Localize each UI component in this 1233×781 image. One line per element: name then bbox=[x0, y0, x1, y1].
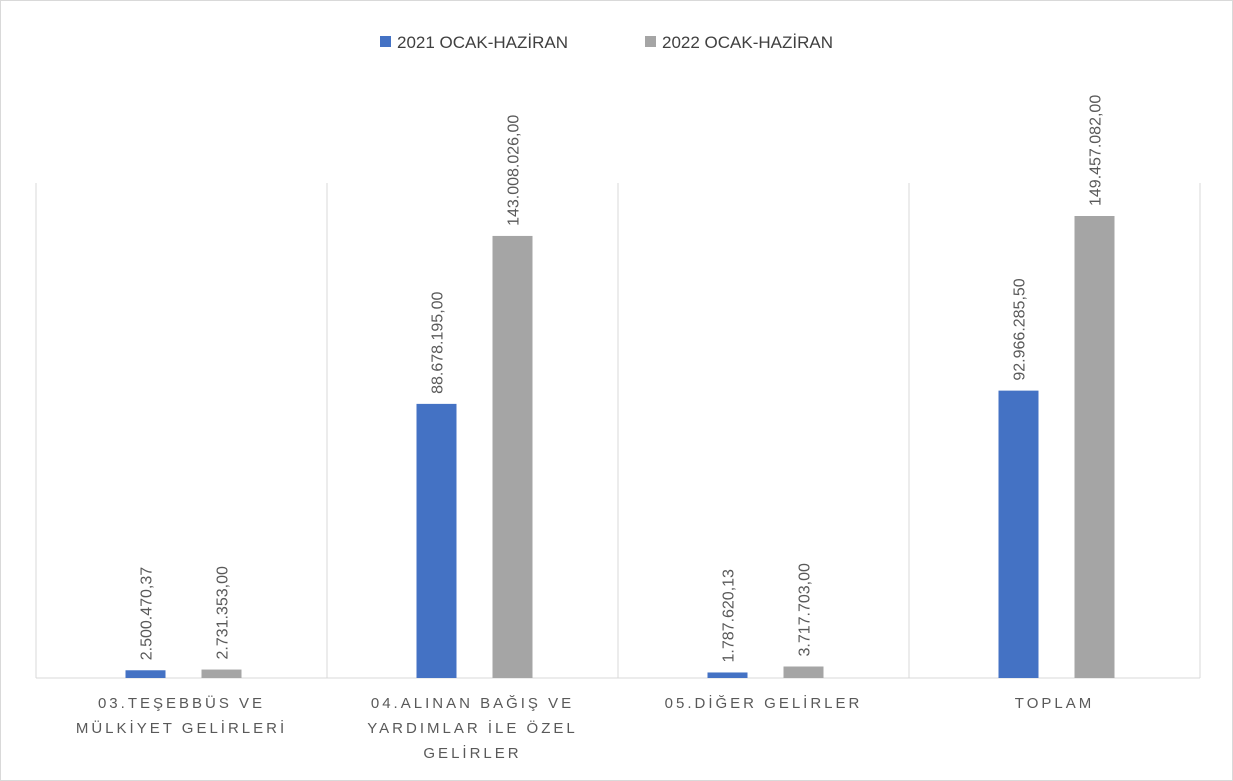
bar-2021 bbox=[125, 670, 166, 678]
bar-2022 bbox=[492, 235, 533, 678]
legend-label-2021: 2021 OCAK-HAZİRAN bbox=[397, 33, 568, 52]
category-label: 05.DİĞER GELİRLER bbox=[665, 694, 863, 712]
legend-swatch-2021 bbox=[380, 36, 391, 47]
bar-2022 bbox=[201, 669, 242, 678]
data-label: 1.787.620,13 bbox=[721, 569, 738, 663]
data-label: 143.008.026,00 bbox=[506, 115, 523, 226]
bar-2022 bbox=[783, 666, 824, 678]
category-label: TOPLAM bbox=[1015, 695, 1094, 712]
bar-2022 bbox=[1074, 216, 1115, 678]
category-label: 03.TEŞEBBÜS VE bbox=[98, 694, 265, 712]
bar-2021 bbox=[707, 672, 748, 678]
category-label: MÜLKİYET GELİRLERİ bbox=[76, 719, 287, 737]
data-label: 88.678.195,00 bbox=[430, 291, 447, 393]
category-label: GELİRLER bbox=[423, 744, 521, 762]
data-label: 149.457.082,00 bbox=[1088, 95, 1105, 206]
data-label: 2.500.470,37 bbox=[139, 567, 156, 661]
data-label: 3.717.703,00 bbox=[797, 563, 814, 657]
category-label: 04.ALINAN BAĞIŞ VE bbox=[371, 695, 574, 712]
data-label: 92.966.285,50 bbox=[1012, 278, 1029, 380]
bar-2021 bbox=[416, 403, 457, 678]
legend: 2021 OCAK-HAZİRAN 2022 OCAK-HAZİRAN bbox=[380, 33, 833, 52]
legend-label-2022: 2022 OCAK-HAZİRAN bbox=[662, 33, 833, 52]
bar-2021 bbox=[998, 390, 1039, 678]
plot-area: 2.500.470,37 2.731.353,00 03.TEŞEBBÜS VE MÜ… bbox=[35, 95, 1201, 762]
data-label: 2.731.353,00 bbox=[215, 566, 232, 660]
legend-swatch-2022 bbox=[645, 36, 656, 47]
category-label: YARDIMLAR İLE ÖZEL bbox=[367, 719, 577, 737]
